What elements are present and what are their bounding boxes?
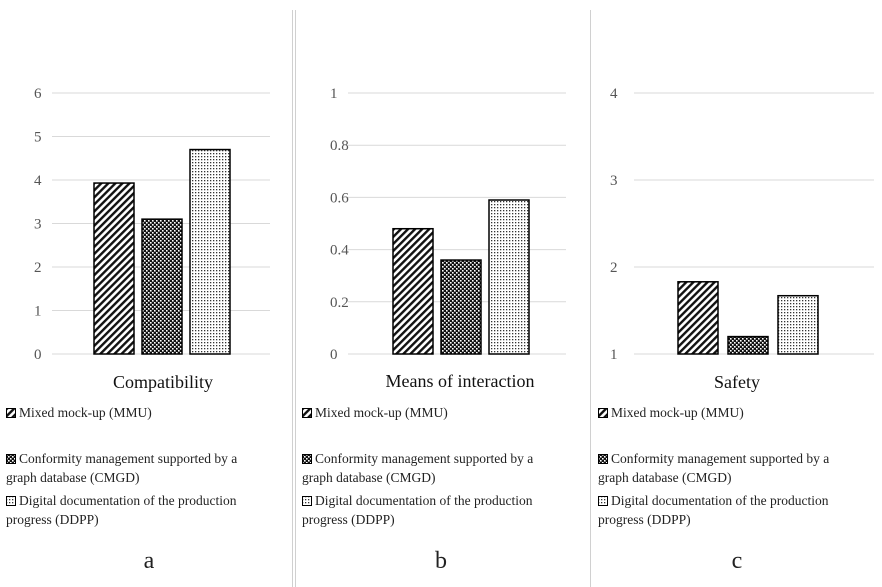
legend-swatch-cmgd [598,450,608,464]
y-tick-label: 0.4 [330,243,349,259]
legend-label-cmgd-line2: graph database (CMGD) [598,470,732,485]
legend-label-cmgd-line2: graph database (CMGD) [6,470,140,485]
legend-item-ddpp: Digital documentation of the production p… [6,491,286,529]
chart-title: Means of interaction [386,371,535,391]
legend-swatch-mmu [302,404,312,418]
y-tick-label: 4 [610,86,618,102]
y-tick-label: 5 [34,130,42,146]
chart-panel-b: 0 0.2 0.4 0.6 0.8 1 Means of interaction Mixed… [296,0,588,587]
legend-swatch-ddpp [598,492,608,506]
chart-title: Compatibility [113,372,213,392]
legend-label-cmgd-line1: Conformity management supported by a [19,451,238,466]
y-tick-label: 0 [330,347,338,363]
legend-item-mmu: Mixed mock-up (MMU) [302,403,582,422]
y-tick-label: 0 [34,347,42,363]
legend-label-mmu: Mixed mock-up (MMU) [19,405,152,420]
legend-label-ddpp-line1: Digital documentation of the production [315,493,533,508]
legend-swatch-ddpp [302,492,312,506]
panel-divider-3 [590,10,591,587]
legend-item-cmgd: Conformity management supported by a grap… [598,449,878,487]
legend-swatch-mmu [598,404,608,418]
chart-panel-c: 1 2 3 4 Safety Mixed mock-up (MMU) Conformit… [592,0,882,587]
y-tick-label: 1 [610,347,618,363]
legend-item-ddpp: Digital documentation of the production p… [598,491,878,529]
legend-label-ddpp-line2: progress (DDPP) [6,512,99,527]
legend-item-mmu: Mixed mock-up (MMU) [6,403,286,422]
bar-ddpp [777,294,819,355]
legend-swatch-ddpp [6,492,16,506]
legend-label-cmgd-line2: graph database (CMGD) [302,470,436,485]
chart-means-of-interaction: 0 0.2 0.4 0.6 0.8 1 Means of interaction [330,86,566,391]
y-tick-label: 2 [34,260,42,276]
bar-cmgd [440,259,482,355]
legend-label-ddpp-line1: Digital documentation of the production [611,493,829,508]
panel-letter-c: c [731,548,743,574]
bar-cmgd [141,218,183,355]
legend-label-ddpp-line2: progress (DDPP) [598,512,691,527]
y-tick-label: 0.2 [330,295,349,311]
legend-label-ddpp-line2: progress (DDPP) [302,512,395,527]
bar-cmgd [727,335,769,355]
bar-mmu [392,227,434,355]
legend-label-mmu: Mixed mock-up (MMU) [315,405,448,420]
legend-swatch-mmu [6,404,16,418]
bar-ddpp [488,199,530,355]
legend-item-cmgd: Conformity management supported by a grap… [6,449,286,487]
y-tick-label: 6 [34,86,42,102]
y-tick-label: 0.8 [330,138,349,154]
chart-title: Safety [714,372,760,392]
panel-divider-2 [295,10,296,587]
bar-mmu [677,281,719,355]
legend-item-cmgd: Conformity management supported by a grap… [302,449,582,487]
panel-letter-a: a [143,548,155,574]
chart-panel-a: 0 1 2 3 4 5 6 Compatibility Mixed mock-up (MMU)… [0,0,292,587]
legend-swatch-cmgd [302,450,312,464]
y-tick-label: 3 [34,217,42,233]
y-tick-label: 4 [34,173,42,189]
y-tick-label: 2 [610,260,618,276]
chart-safety: 1 2 3 4 Safety [610,86,874,392]
legend-label-cmgd-line1: Conformity management supported by a [611,451,830,466]
y-tick-label: 3 [610,173,618,189]
panel-divider-1 [292,10,293,587]
y-tick-label: 0.6 [330,190,349,206]
legend-swatch-cmgd [6,450,16,464]
legend-item-ddpp: Digital documentation of the production p… [302,491,582,529]
bar-mmu [93,182,135,355]
chart-compatibility: 0 1 2 3 4 5 6 Compatibility [34,86,270,392]
legend-label-mmu: Mixed mock-up (MMU) [611,405,744,420]
y-tick-label: 1 [330,86,338,102]
panel-letter-b: b [435,548,447,574]
legend-item-mmu: Mixed mock-up (MMU) [598,403,878,422]
y-tick-label: 1 [34,304,42,320]
legend-label-cmgd-line1: Conformity management supported by a [315,451,534,466]
legend-label-ddpp-line1: Digital documentation of the production [19,493,237,508]
bar-ddpp [189,148,231,355]
